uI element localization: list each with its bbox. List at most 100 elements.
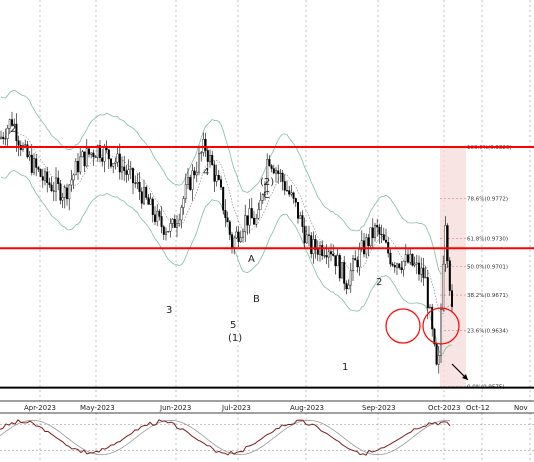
candle-body — [206, 150, 209, 162]
candle-body — [30, 154, 33, 173]
candle-body — [422, 267, 425, 278]
candle-body — [57, 177, 60, 184]
candle-body — [255, 217, 258, 225]
candle-body — [127, 169, 130, 175]
candle-body — [402, 261, 405, 270]
highlight-circle — [422, 307, 460, 345]
candle-body — [160, 216, 163, 227]
candle-body — [81, 151, 84, 158]
candle-body — [283, 181, 286, 191]
candle-body — [46, 171, 49, 183]
candle-body — [101, 157, 104, 162]
candle-body — [76, 160, 79, 173]
candle-body — [336, 255, 339, 267]
candle-body — [79, 156, 82, 173]
candle-body — [389, 252, 392, 265]
candle-body — [312, 239, 315, 255]
candle-body — [325, 255, 328, 258]
down-arrow-head — [462, 374, 468, 380]
candle-body — [281, 172, 284, 182]
candle-body — [41, 176, 44, 181]
candle-body — [55, 177, 58, 192]
candle-body — [200, 152, 203, 154]
oscillator-panel — [0, 419, 534, 456]
wave-label: 2 — [10, 124, 16, 135]
candle-body — [345, 283, 348, 290]
candle-body — [2, 136, 5, 139]
candle-body — [123, 166, 126, 171]
candle-body — [50, 184, 53, 191]
candle-body — [299, 215, 302, 219]
candle-body — [182, 198, 185, 208]
middle-band — [0, 129, 453, 315]
candle-body — [230, 234, 233, 248]
candle-body — [343, 262, 346, 284]
candle-body — [294, 198, 297, 203]
candle-body — [270, 165, 273, 169]
candle-body — [189, 177, 192, 190]
candle-body — [277, 170, 280, 174]
x-tick-label: Oct-2023 — [428, 404, 460, 412]
highlight-circle — [385, 308, 421, 344]
candle-body — [239, 237, 242, 243]
candle-body — [28, 154, 31, 158]
candle-body — [356, 259, 359, 268]
candle-body — [404, 254, 407, 262]
candle-body — [63, 187, 66, 198]
candle-body — [415, 262, 418, 265]
candle-body — [147, 197, 150, 205]
wave-label: A — [248, 254, 255, 265]
candle-body — [275, 170, 278, 174]
candle-body — [202, 139, 205, 153]
candle-body — [338, 255, 341, 279]
candle-body — [420, 267, 423, 275]
candle-body — [153, 214, 156, 222]
candle-body — [222, 186, 225, 211]
candle-body — [268, 159, 271, 166]
candle-body — [241, 231, 244, 238]
wave-label: 4 — [203, 167, 209, 178]
candle-body — [321, 245, 324, 256]
candle-body — [195, 171, 198, 176]
candle-body — [87, 148, 90, 155]
fib-level-label: 23.6%(0.9634) — [467, 328, 508, 334]
candle-body — [391, 263, 394, 266]
candle-body — [169, 223, 172, 232]
candle-body — [162, 226, 165, 235]
candle-body — [26, 144, 29, 158]
candle-body — [112, 163, 115, 167]
candle-body — [352, 258, 355, 272]
candle-body — [297, 202, 300, 219]
candle-body — [164, 231, 167, 235]
candle-body — [37, 167, 40, 170]
lower-band — [0, 169, 453, 355]
candle-body — [374, 224, 377, 239]
candle-body — [8, 119, 11, 129]
candle-body — [323, 255, 326, 257]
candle-body — [142, 187, 145, 204]
candle-body — [418, 262, 421, 275]
candle-body — [158, 210, 161, 217]
candle-body — [413, 263, 416, 266]
candle-body — [184, 184, 187, 199]
fib-level-label: 38.2%(0.9671) — [467, 293, 508, 299]
candle-body — [279, 172, 282, 174]
candle-body — [228, 221, 231, 235]
candle-body — [65, 187, 68, 200]
candle-body — [131, 168, 134, 184]
candle-body — [125, 170, 128, 175]
candle-body — [129, 168, 132, 170]
candle-body — [264, 183, 267, 195]
wave-label: 2 — [376, 277, 382, 288]
fib-level-label: 61.8%(0.9730) — [467, 237, 508, 243]
candle-body — [85, 148, 88, 167]
candle-body — [151, 198, 154, 215]
candle-body — [39, 169, 42, 177]
candle-body — [327, 251, 330, 258]
candle-body — [332, 253, 335, 256]
wave-label: 1 — [342, 362, 348, 373]
wave-label: C — [263, 190, 270, 201]
candle-body — [261, 194, 264, 201]
candle-body — [204, 139, 207, 151]
candle-body — [257, 209, 260, 219]
